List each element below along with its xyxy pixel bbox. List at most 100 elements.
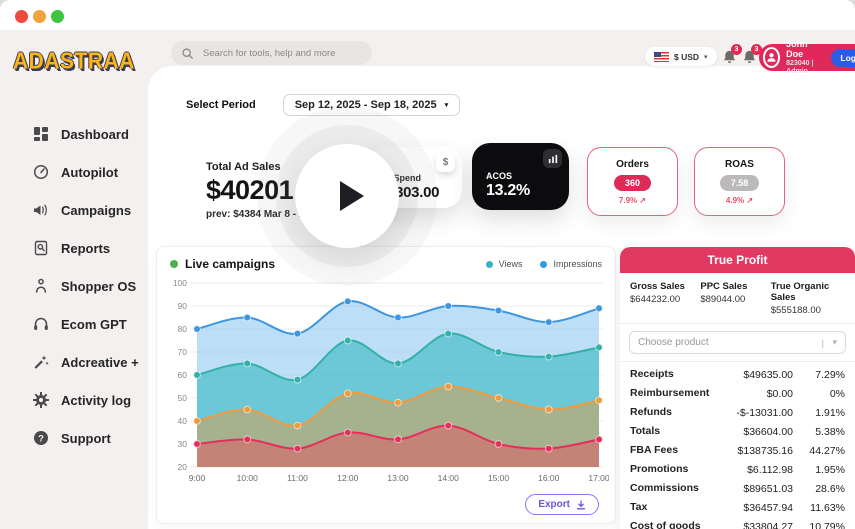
true-profit-summary: Gross Sales $644232.00 PPC Sales $89044.00 T… (620, 273, 855, 324)
chevron-down-icon: ▾ (704, 53, 708, 61)
play-icon (339, 181, 364, 211)
svg-text:100: 100 (173, 278, 187, 288)
row-percent: 10.79% (809, 520, 845, 529)
sidebar-item-dashboard[interactable]: Dashboard (0, 115, 148, 153)
user-name: John Doe (786, 39, 808, 60)
play-button[interactable] (295, 144, 399, 248)
orders-value: 360 (613, 174, 652, 191)
orders-change: 7.9% ↗ (618, 195, 647, 205)
sidebar-item-ecom-gpt[interactable]: Ecom GPT (0, 305, 148, 343)
row-label: Totals (630, 425, 661, 438)
sidebar-item-campaigns[interactable]: Campaigns (0, 191, 148, 229)
sidebar-item-label: Adcreative + (61, 354, 139, 370)
select-divider: | ▾ (821, 337, 837, 348)
svg-text:15:00: 15:00 (488, 473, 510, 483)
sidebar-item-reports[interactable]: Reports (0, 229, 148, 267)
legend-item-impressions[interactable]: Impressions (540, 259, 602, 269)
maximize-window-icon[interactable] (51, 10, 64, 23)
row-value: $49635.00 (743, 368, 793, 381)
chevron-down-icon: ▾ (444, 102, 449, 109)
sidebar-item-label: Campaigns (61, 202, 132, 218)
product-select-placeholder: Choose product (638, 337, 709, 348)
export-button[interactable]: Export (525, 494, 599, 515)
sidebar-nav: Dashboard Autopilot Campaigns Reports Shoppe… (0, 115, 148, 457)
summary-value: $89044.00 (700, 294, 746, 305)
row-value: $36604.00 (743, 425, 793, 438)
row-percent: 28.6% (815, 482, 845, 495)
row-value: $6.112.98 (747, 463, 793, 476)
legend-dot-icon (485, 260, 493, 268)
chart-title: Live campaigns (185, 257, 276, 271)
table-row: FBA Fees $138735.16 44.27% (630, 441, 845, 460)
summary-label: Gross Sales (630, 281, 685, 292)
row-percent: 11.63% (810, 501, 845, 514)
sidebar-item-label: Autopilot (61, 164, 119, 180)
summary-value: $644232.00 (630, 294, 681, 305)
sidebar-item-label: Shopper OS (61, 278, 137, 294)
svg-text:60: 60 (178, 370, 188, 380)
true-profit-table: Receipts $49635.00 7.29% Reimbursement $0.00… (620, 362, 855, 529)
summary-value: $555188.00 (770, 305, 821, 316)
row-percent: 44.27% (809, 444, 845, 457)
search-input[interactable] (202, 47, 362, 59)
megaphone-icon (33, 202, 49, 218)
row-label: Receipts (630, 368, 674, 381)
acos-label: ACOS (486, 171, 513, 181)
roas-card: ROAS 7.58 4.9% ↗ (694, 147, 785, 216)
svg-text:30: 30 (178, 439, 188, 449)
svg-text:9:00: 9:00 (189, 473, 206, 483)
true-profit-title: True Profit (620, 247, 855, 273)
svg-text:13:00: 13:00 (387, 473, 409, 483)
person-icon (33, 278, 49, 294)
table-row: Reimbursement $0.00 0% (630, 384, 845, 403)
svg-text:17:00: 17:00 (588, 473, 609, 483)
summary-col-ppc-sales: PPC Sales $89044.00 (700, 281, 770, 316)
chevron-down-icon: ▾ (832, 337, 837, 347)
us-flag-icon (654, 51, 669, 62)
sidebar-item-activity-log[interactable]: Activity log (0, 381, 148, 419)
row-value: $89651.03 (743, 482, 793, 495)
sidebar-item-label: Activity log (61, 392, 132, 408)
row-label: Reimbursement (630, 387, 710, 400)
search-icon (182, 47, 193, 59)
user-menu[interactable]: John Doe 823040 | Admin Log (759, 39, 855, 75)
minimize-window-icon[interactable] (33, 10, 46, 23)
logout-button[interactable]: Log (831, 48, 855, 67)
acos-card: ACOS 13.2% (472, 143, 569, 210)
table-row: Totals $36604.00 5.38% (630, 422, 845, 441)
ad-spend-label: Ad Spend (379, 173, 421, 183)
table-row: Commissions $89651.03 28.6% (630, 479, 845, 498)
orders-label: Orders (616, 158, 649, 170)
table-row: Tax $36457.94 11.63% (630, 498, 845, 517)
search-bar[interactable] (171, 41, 372, 65)
sidebar-item-support[interactable]: ? Support (0, 419, 148, 457)
close-window-icon[interactable] (15, 10, 28, 23)
currency-selector[interactable]: $ USD ▾ (645, 47, 717, 66)
legend-item-views[interactable]: Views (485, 259, 523, 269)
table-row: Refunds -$-13031.00 1.91% (630, 403, 845, 422)
user-info: John Doe 823040 | Admin (786, 39, 825, 76)
user-icon (767, 53, 776, 62)
legend-label: Impressions (553, 259, 602, 269)
row-percent: 7.29% (815, 368, 845, 381)
product-select[interactable]: Choose product | ▾ (629, 331, 846, 354)
legend-label: Views (498, 259, 523, 269)
roas-value: 7.58 (719, 174, 760, 191)
live-dot-icon (170, 260, 178, 268)
currency-label: $ USD (674, 51, 700, 62)
roas-label: ROAS (725, 158, 754, 170)
headset-icon (33, 316, 49, 332)
row-label: Promotions (630, 463, 689, 476)
sidebar-item-shopper-os[interactable]: Shopper OS (0, 267, 148, 305)
period-select[interactable]: Sep 12, 2025 - Sep 18, 2025 ▾ (282, 94, 461, 116)
sidebar-item-label: Reports (61, 240, 111, 256)
notification-bell-1[interactable]: 3 (722, 44, 742, 65)
total-ad-sales-label: Total Ad Sales (206, 161, 281, 173)
sidebar-item-adcreative[interactable]: Adcreative + (0, 343, 148, 381)
true-profit-panel: True Profit Gross Sales $644232.00 PPC Sal… (620, 247, 855, 529)
svg-text:11:00: 11:00 (287, 473, 308, 483)
sidebar-item-autopilot[interactable]: Autopilot (0, 153, 148, 191)
svg-text:90: 90 (178, 301, 188, 311)
notification-bell-2[interactable]: 3 (742, 44, 762, 65)
